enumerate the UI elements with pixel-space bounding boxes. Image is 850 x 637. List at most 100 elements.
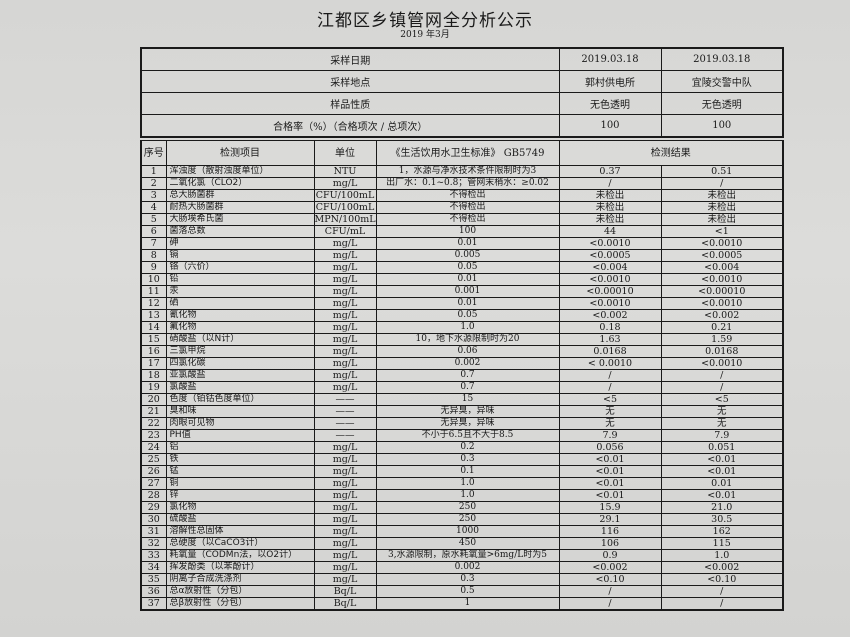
row-unit: mg/L bbox=[313, 297, 377, 310]
table-row: 29 氯化物 mg/L 250 15.9 21.0 bbox=[140, 501, 784, 514]
row-unit: mg/L bbox=[313, 309, 377, 322]
col-item: 检测项目 bbox=[165, 140, 315, 166]
row-standard: 0.3 bbox=[375, 573, 560, 586]
row-result-2: 115 bbox=[660, 537, 784, 550]
row-no: 19 bbox=[140, 381, 167, 394]
row-item: 氯化物 bbox=[165, 501, 315, 514]
table-row: 19 氯酸盐 mg/L 0.7// bbox=[140, 381, 784, 394]
row-result-1: <0.0010 bbox=[558, 273, 662, 286]
row-item: 总大肠菌群 bbox=[165, 189, 315, 202]
header-label: 采样地点 bbox=[140, 70, 560, 93]
test-results-table: 序号 检测项目 单位 《生活饮用水卫生标准》 GB5749 检测结果 1 浑浊度（… bbox=[140, 140, 784, 611]
table-row: 1 浑浊度（散射浊度单位） NTU 1，水源与净水技术条件限制时为3 0.37 0.51 bbox=[140, 165, 784, 178]
row-unit: MPN/100mL bbox=[313, 213, 377, 226]
header-label: 合格率（%）（合格项次 / 总项次） bbox=[140, 114, 560, 138]
col-standard: 《生活饮用水卫生标准》 GB5749 bbox=[375, 140, 560, 166]
row-result-1: 无 bbox=[558, 405, 662, 418]
row-standard: 0.7 bbox=[375, 369, 560, 382]
row-no: 28 bbox=[140, 489, 167, 502]
row-no: 25 bbox=[140, 453, 167, 466]
page-title: 江都区乡镇管网全分析公示 bbox=[317, 11, 533, 31]
row-unit: mg/L bbox=[313, 573, 377, 586]
row-no: 21 bbox=[140, 405, 167, 418]
table-row: 13 氰化物 mg/L 0.05 <0.002 <0.002 bbox=[140, 309, 784, 322]
row-no: 10 bbox=[140, 273, 167, 286]
row-result-2: <0.002 bbox=[660, 309, 784, 322]
table-row: 35 阴离子合成洗涤剂 mg/L 0.3 <0.10 <0.10 bbox=[140, 573, 784, 586]
row-unit: mg/L bbox=[313, 345, 377, 358]
row-result-2: <0.0005 bbox=[660, 249, 784, 262]
table-row: 33 耗氧量（CODMn法，以O2计） mg/L 3,水源限制，原水耗氧量>6mg/L… bbox=[140, 549, 784, 562]
row-result-2: 未检出 bbox=[660, 201, 784, 214]
row-standard: 1 bbox=[375, 597, 560, 611]
row-result-1: <0.002 bbox=[558, 309, 662, 322]
row-unit: —— bbox=[313, 393, 377, 406]
row-result-1: < 0.0010 bbox=[558, 357, 662, 370]
row-result-2: 0.0168 bbox=[660, 345, 784, 358]
table-row: 27 铜 mg/L 1.0 <0.01 0.01 bbox=[140, 477, 784, 490]
row-standard: 出厂水：0.1~0.8；管网末梢水：≥0.02 bbox=[375, 177, 560, 190]
row-item: 铅 bbox=[165, 273, 315, 286]
row-result-1: 106 bbox=[558, 537, 662, 550]
row-standard: 15 bbox=[375, 393, 560, 406]
header-label: 采样日期 bbox=[140, 47, 560, 71]
row-result-1: / bbox=[558, 177, 662, 190]
row-item: PH值 bbox=[165, 429, 315, 442]
row-result-2: 0.51 bbox=[660, 165, 784, 178]
header-row: 样品性质 无色透明 无色透明 bbox=[140, 92, 784, 115]
row-no: 22 bbox=[140, 417, 167, 430]
row-result-2: 未检出 bbox=[660, 213, 784, 226]
row-standard: 不得检出 bbox=[375, 189, 560, 202]
row-no: 33 bbox=[140, 549, 167, 562]
row-standard: 10，地下水源限制时为20 bbox=[375, 333, 560, 346]
table-row: 11 汞 mg/L 0.001 <0.00010 <0.00010 bbox=[140, 285, 784, 298]
row-unit: —— bbox=[313, 405, 377, 418]
row-no: 17 bbox=[140, 357, 167, 370]
row-unit: mg/L bbox=[313, 357, 377, 370]
row-unit: mg/L bbox=[313, 561, 377, 574]
row-standard: 0.3 bbox=[375, 453, 560, 466]
header-value: 宜陵交警中队 bbox=[660, 70, 784, 93]
row-unit: mg/L bbox=[313, 249, 377, 262]
row-no: 6 bbox=[140, 225, 167, 238]
row-item: 汞 bbox=[165, 285, 315, 298]
row-item: 镉 bbox=[165, 249, 315, 262]
row-standard: 0.01 bbox=[375, 297, 560, 310]
col-no: 序号 bbox=[140, 140, 167, 166]
row-result-2: 无 bbox=[660, 417, 784, 430]
row-no: 18 bbox=[140, 369, 167, 382]
row-item: 硫酸盐 bbox=[165, 513, 315, 526]
row-unit: —— bbox=[313, 417, 377, 430]
row-item: 色度（铂钴色度单位） bbox=[165, 393, 315, 406]
header-row: 采样日期 2019.03.18 2019.03.18 bbox=[140, 47, 784, 71]
sample-info-table: 采样日期 2019.03.18 2019.03.18 采样地点 郭村供电所 宜陵交警中队样… bbox=[140, 47, 784, 138]
row-result-2: <0.0010 bbox=[660, 297, 784, 310]
row-standard: 250 bbox=[375, 513, 560, 526]
row-result-1: 无 bbox=[558, 417, 662, 430]
row-result-2: <0.01 bbox=[660, 453, 784, 466]
table-row: 34 挥发酚类（以苯酚计） mg/L 0.002 <0.002 <0.002 bbox=[140, 561, 784, 574]
row-standard: 0.005 bbox=[375, 249, 560, 262]
header-row: 合格率（%）（合格项次 / 总项次） 100 100 bbox=[140, 114, 784, 138]
row-unit: NTU bbox=[313, 165, 377, 178]
row-no: 14 bbox=[140, 321, 167, 334]
row-result-2: 1.0 bbox=[660, 549, 784, 562]
row-standard: 250 bbox=[375, 501, 560, 514]
row-standard: 0.001 bbox=[375, 285, 560, 298]
column-header-row: 序号 检测项目 单位 《生活饮用水卫生标准》 GB5749 检测结果 bbox=[140, 140, 784, 166]
row-no: 23 bbox=[140, 429, 167, 442]
row-result-2: 0.051 bbox=[660, 441, 784, 454]
row-unit: mg/L bbox=[313, 513, 377, 526]
row-item: 锰 bbox=[165, 465, 315, 478]
row-unit: Bq/L bbox=[313, 585, 377, 598]
row-item: 砷 bbox=[165, 237, 315, 250]
row-no: 9 bbox=[140, 261, 167, 274]
row-unit: mg/L bbox=[313, 369, 377, 382]
row-standard: 0.05 bbox=[375, 309, 560, 322]
table-row: 21 臭和味 —— 无异臭，异味无无 bbox=[140, 405, 784, 418]
table-row: 32 总硬度（以CaCO3计） mg/L 450 106 115 bbox=[140, 537, 784, 550]
header-value: 2019.03.18 bbox=[558, 47, 662, 71]
row-no: 4 bbox=[140, 201, 167, 214]
row-standard: 0.002 bbox=[375, 561, 560, 574]
table-row: 31 溶解性总固体 mg/L 1000 116 162 bbox=[140, 525, 784, 538]
